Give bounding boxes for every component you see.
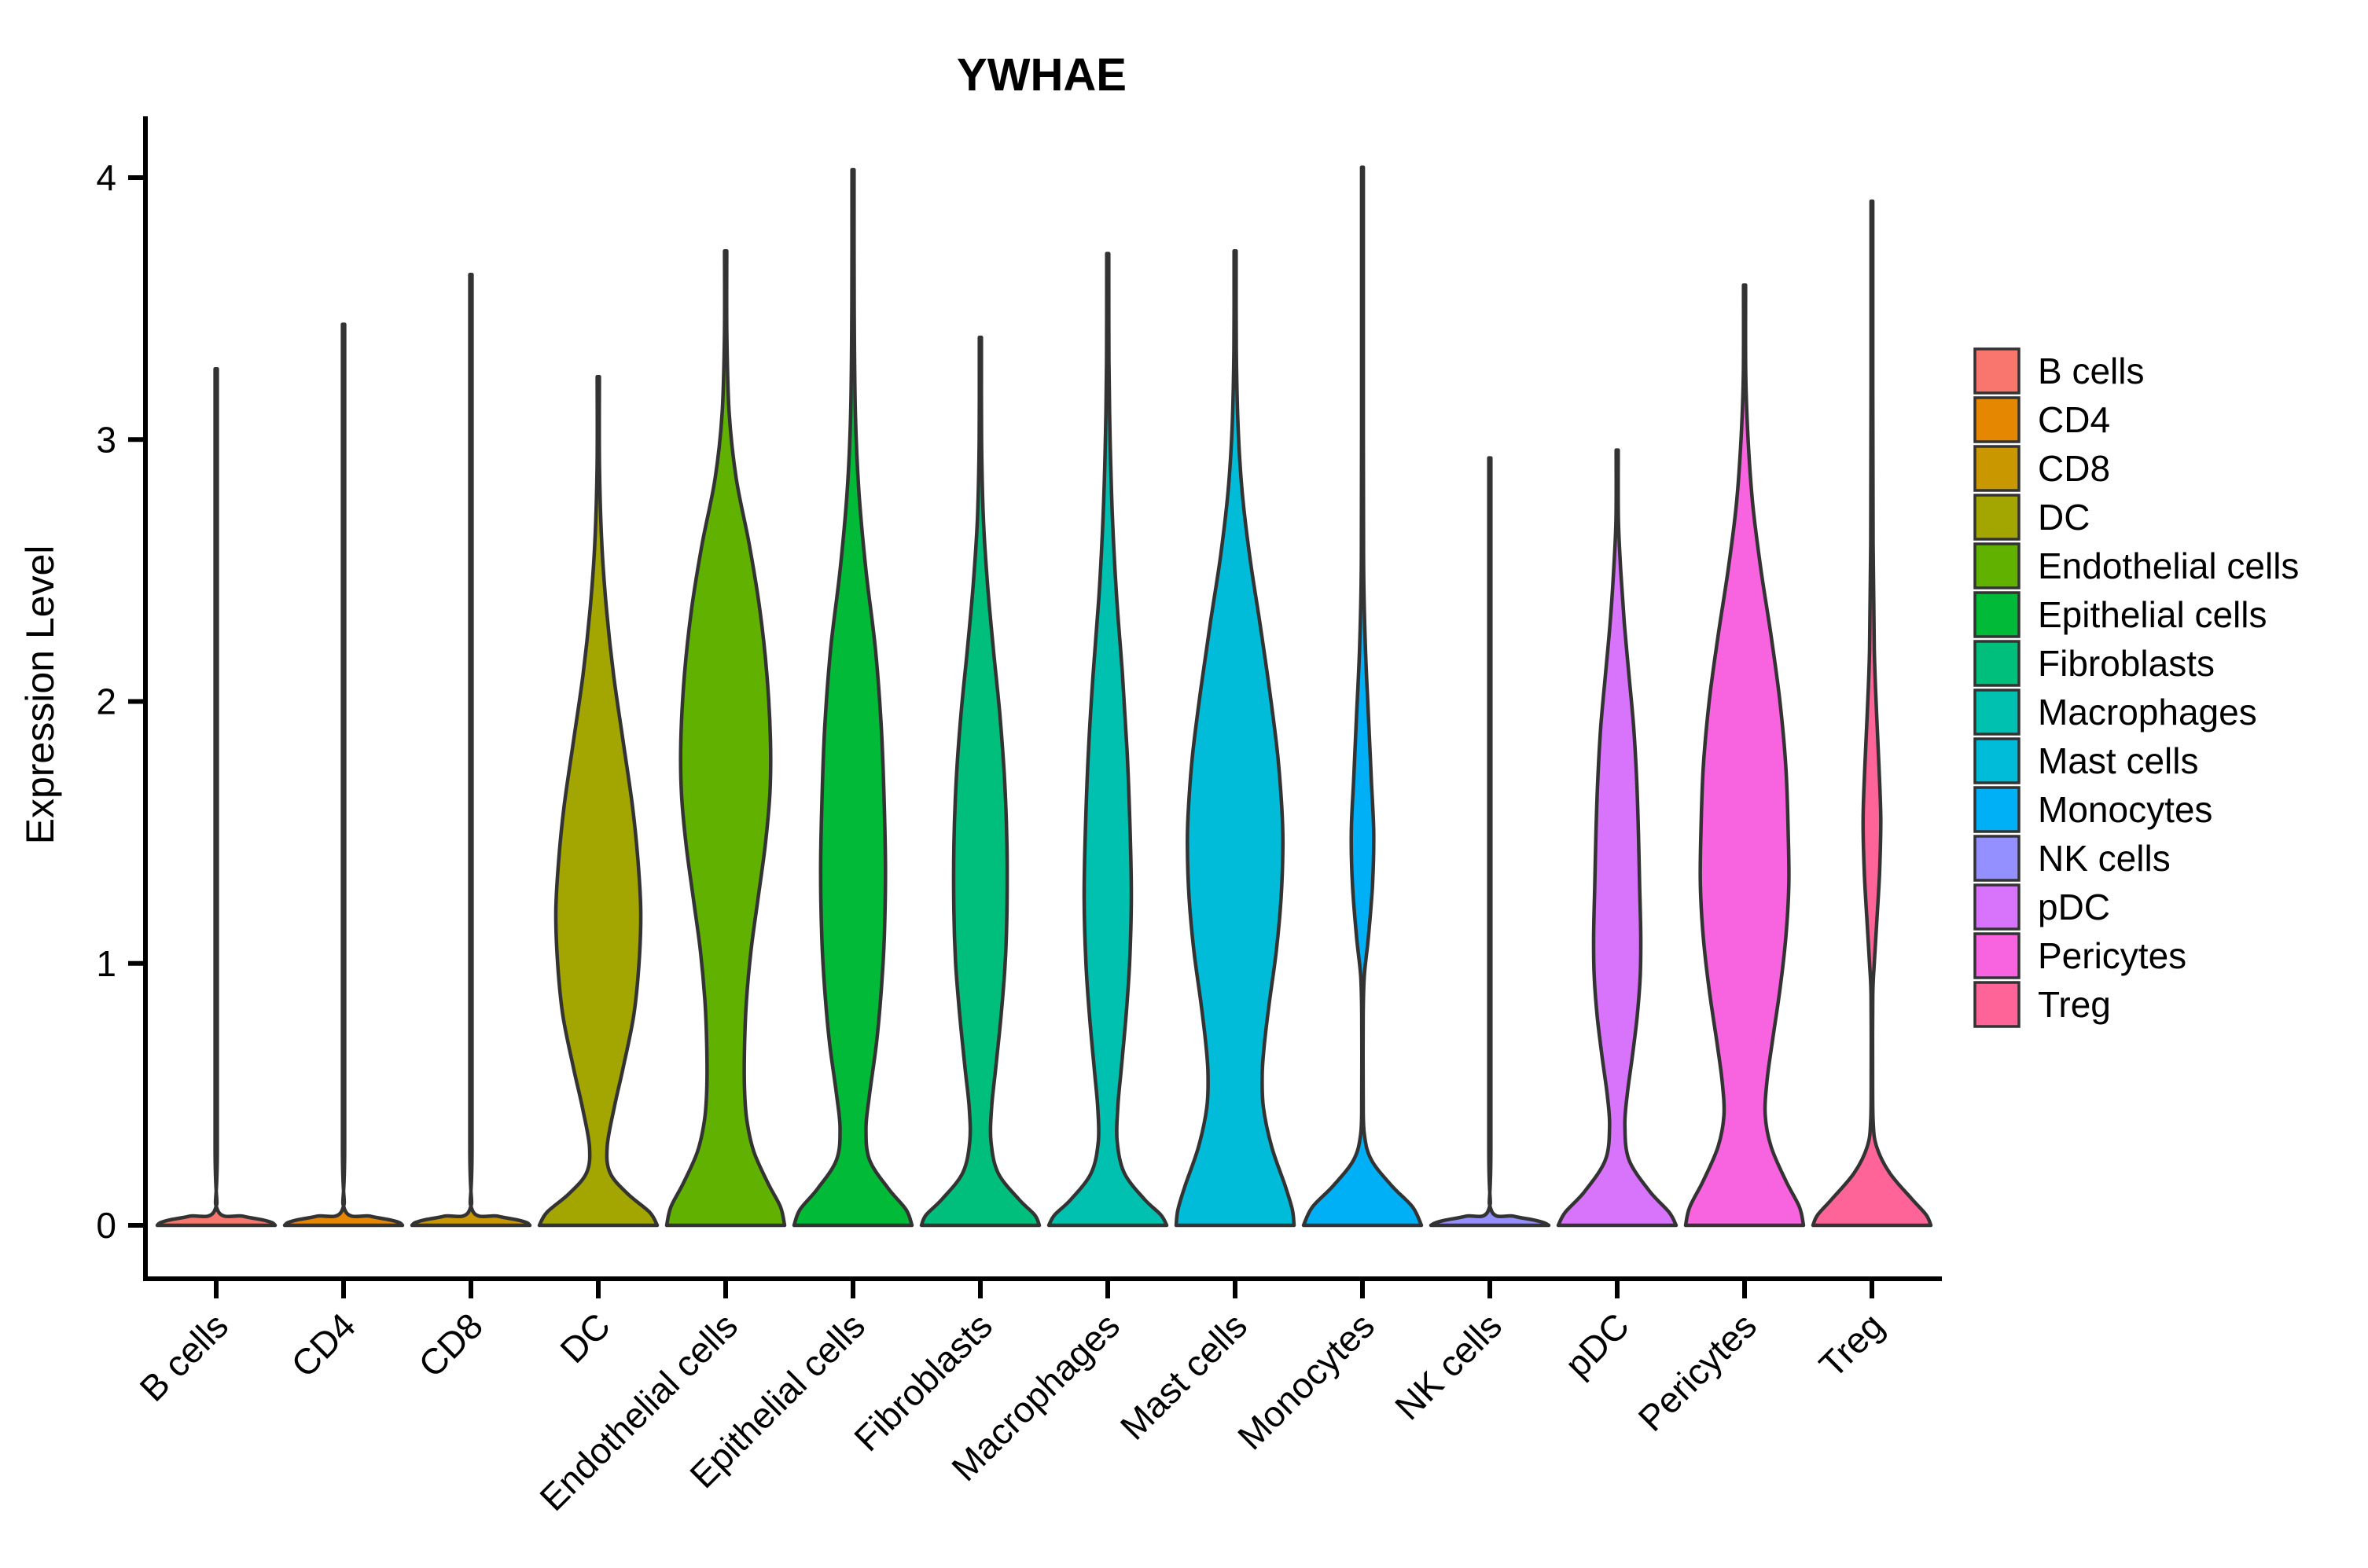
violin-treg [1811, 199, 1933, 1228]
violin-nk-cells [1429, 456, 1551, 1228]
violin-mast-cells [1174, 249, 1296, 1228]
violin-epithelial-cells [792, 167, 914, 1228]
violins-layer [155, 165, 1933, 1228]
legend-label-cd4: CD4 [2038, 399, 2110, 440]
legend-swatch-endothelial-cells [1973, 542, 2021, 589]
violin-cd4 [282, 322, 405, 1228]
x-label-cd4: CD4 [283, 1305, 363, 1385]
legend-swatch-cd8 [1973, 445, 2021, 492]
x-label-nk-cells: NK cells [1387, 1305, 1509, 1427]
chart-title: YWHAE [957, 50, 1127, 101]
axes-layer [143, 116, 1942, 1281]
legend-swatch-dc [1973, 494, 2021, 541]
legend-swatch-pericytes [1973, 932, 2021, 979]
legend-label-treg: Treg [2038, 984, 2111, 1025]
x-label-b-cells: B cells [131, 1305, 236, 1409]
legend-label-pericytes: Pericytes [2038, 935, 2186, 976]
y-ticks-layer: 0 1 2 3 4 [96, 157, 145, 1246]
legend-label-macrophages: Macrophages [2038, 692, 2257, 733]
violin-monocytes [1301, 165, 1424, 1228]
x-label-dc: DC [552, 1305, 618, 1371]
x-label-pericytes: Pericytes [1631, 1305, 1765, 1439]
x-label-cd8: CD8 [410, 1305, 491, 1385]
legend-swatch-pdc [1973, 883, 2021, 931]
violin-fibroblasts [919, 336, 1042, 1228]
legend-label-endothelial-cells: Endothelial cells [2038, 545, 2299, 586]
legend-swatch-treg [1973, 981, 2021, 1028]
y-tick-label-1: 1 [96, 943, 116, 984]
legend-label-cd8: CD8 [2038, 448, 2110, 489]
violin-dc [537, 375, 660, 1228]
legend-swatch-nk-cells [1973, 835, 2021, 882]
x-label-pdc: pDC [1557, 1305, 1637, 1385]
legend-swatch-fibroblasts [1973, 640, 2021, 687]
legend-swatch-mast-cells [1973, 737, 2021, 784]
x-label-treg: Treg [1811, 1305, 1892, 1385]
legend-swatch-epithelial-cells [1973, 591, 2021, 638]
y-tick-label-0: 0 [96, 1205, 116, 1246]
legend-swatch-b-cells [1973, 347, 2021, 395]
legend-swatch-cd4 [1973, 396, 2021, 443]
legend-swatch-macrophages [1973, 689, 2021, 736]
violin-b-cells [155, 367, 278, 1228]
violin-endothelial-cells [664, 249, 787, 1228]
x-label-monocytes: Monocytes [1230, 1305, 1382, 1457]
legend-swatch-monocytes [1973, 786, 2021, 833]
legend-label-nk-cells: NK cells [2038, 838, 2171, 879]
legend-label-pdc: pDC [2038, 887, 2110, 927]
legend-label-epithelial-cells: Epithelial cells [2038, 594, 2267, 635]
violin-cd8 [410, 273, 532, 1228]
legend-label-monocytes: Monocytes [2038, 789, 2212, 830]
y-axis-title: Expression Level [18, 545, 62, 845]
violin-macrophages [1046, 252, 1169, 1228]
legend-label-dc: DC [2038, 497, 2090, 538]
violin-pericytes [1683, 283, 1806, 1228]
legend-label-b-cells: B cells [2038, 351, 2144, 391]
legend-label-mast-cells: Mast cells [2038, 740, 2198, 781]
y-tick-label-3: 3 [96, 419, 116, 460]
legend-label-fibroblasts: Fibroblasts [2038, 643, 2215, 684]
violin-pdc [1556, 448, 1679, 1228]
y-tick-label-4: 4 [96, 157, 116, 198]
legend: B cells CD4 CD8 DC Endothelial cells Epitheli… [1973, 347, 2299, 1028]
y-tick-label-2: 2 [96, 681, 116, 722]
